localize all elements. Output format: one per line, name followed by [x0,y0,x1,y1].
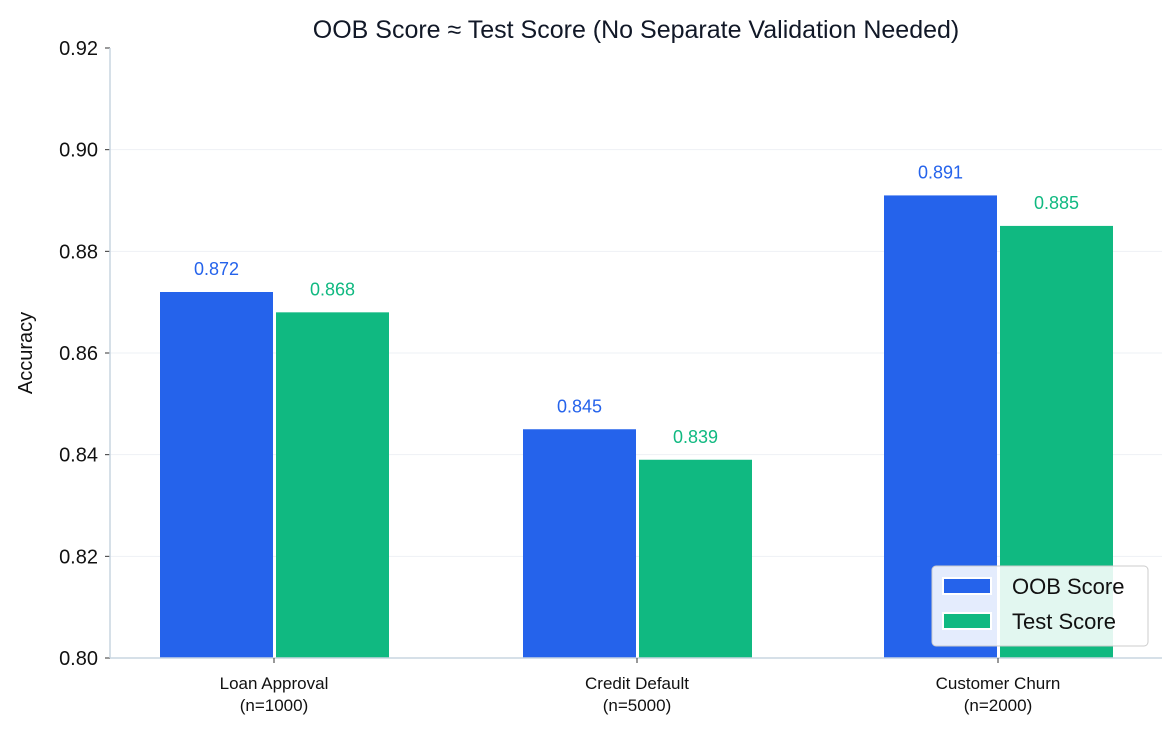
legend-swatch [942,577,992,595]
y-tick-label: 0.86 [59,343,98,365]
bar-test-score [639,459,752,658]
data-label: 0.872 [194,259,239,279]
y-tick-label: 0.88 [59,241,98,263]
y-axis-label: Accuracy [15,312,37,394]
y-tick-label: 0.90 [59,140,98,162]
data-label: 0.885 [1034,193,1079,213]
bar-oob-score [160,292,273,658]
legend: OOB Score Test Score [931,565,1149,647]
legend-label: Test Score [1012,609,1116,634]
bar-oob-score [523,429,636,658]
x-tick-label: Customer Churn [936,674,1061,693]
bar-test-score [276,312,389,658]
x-tick-label: (n=1000) [240,696,309,715]
y-tick-label: 0.82 [59,546,98,568]
x-tick-label: (n=2000) [964,696,1033,715]
x-tick-label: (n=5000) [603,696,672,715]
x-tick-label: Loan Approval [220,674,329,693]
chart-title: OOB Score ≈ Test Score (No Separate Vali… [313,16,959,44]
legend-label: OOB Score [1012,574,1124,599]
y-tick-label: 0.84 [59,445,98,467]
y-tick-label: 0.80 [59,648,98,670]
x-tick-label: Credit Default [585,674,689,693]
data-label: 0.868 [310,279,355,299]
legend-swatch [942,612,992,630]
data-label: 0.845 [557,396,602,416]
y-tick-label: 0.92 [59,38,98,60]
data-label: 0.891 [918,162,963,182]
data-label: 0.839 [673,427,718,447]
